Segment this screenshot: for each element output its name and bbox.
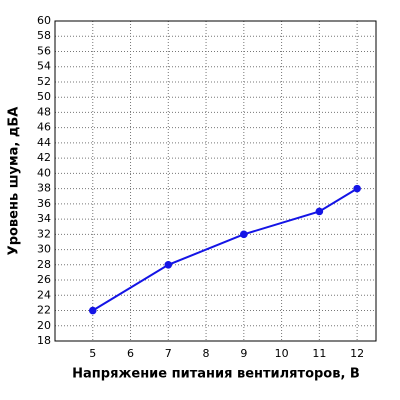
y-tick-label: 36 — [37, 197, 51, 210]
y-tick-label: 56 — [37, 44, 51, 57]
data-point — [315, 207, 324, 216]
y-tick-label: 48 — [37, 105, 51, 118]
y-tick-label: 60 — [37, 14, 51, 27]
data-line — [92, 187, 358, 312]
y-tick-label: 32 — [37, 227, 51, 240]
x-tick-label: 6 — [127, 347, 134, 360]
x-tick-label: 11 — [312, 347, 326, 360]
y-tick-label: 38 — [37, 182, 51, 195]
x-tick-label: 9 — [240, 347, 247, 360]
x-tick-label: 7 — [165, 347, 172, 360]
y-tick-label: 30 — [37, 243, 51, 256]
y-tick-label: 42 — [37, 151, 51, 164]
x-tick-label: 5 — [89, 347, 96, 360]
x-axis-title: Напряжение питания вентиляторов, В — [72, 367, 360, 382]
y-tick-label: 44 — [37, 136, 51, 149]
y-tick-label: 28 — [37, 258, 51, 271]
x-tick-label: 8 — [203, 347, 210, 360]
data-point — [88, 306, 97, 315]
plot-border — [54, 20, 377, 342]
data-point — [164, 261, 173, 269]
x-tick-label: 10 — [275, 347, 289, 360]
y-tick-label: 54 — [37, 60, 51, 73]
y-tick-label: 52 — [37, 75, 51, 88]
y-tick-label: 26 — [37, 273, 51, 286]
y-tick-label: 58 — [37, 29, 51, 42]
y-axis-title: Уровень шума, дБА — [7, 107, 22, 256]
y-tick-label: 18 — [37, 334, 51, 347]
x-tick-label: 12 — [350, 347, 364, 360]
data-point — [353, 184, 361, 193]
y-tick-label: 34 — [37, 212, 51, 225]
y-tick-label: 22 — [37, 304, 51, 317]
y-tick-label: 20 — [37, 319, 51, 332]
data-point — [240, 230, 248, 239]
y-tick-label: 46 — [37, 121, 51, 134]
y-tick-label: 40 — [37, 166, 51, 179]
y-tick-label: 24 — [37, 288, 51, 301]
y-tick-label: 50 — [37, 90, 51, 103]
